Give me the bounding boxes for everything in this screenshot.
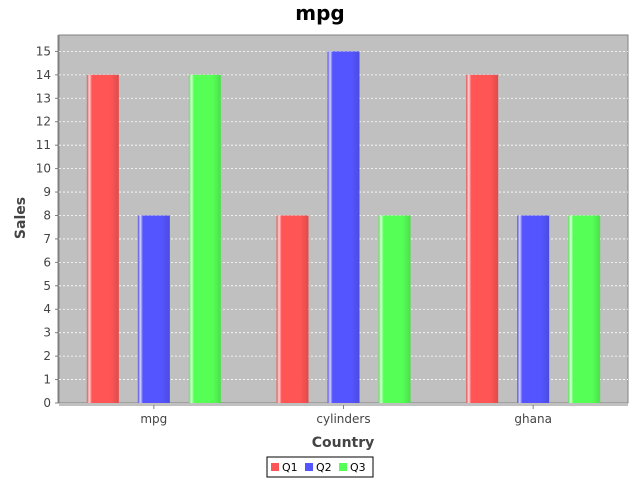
- y-tick-label: 11: [36, 138, 51, 152]
- legend-box: [266, 456, 374, 478]
- chart-title: mpg: [295, 1, 344, 25]
- y-tick-label: 6: [43, 255, 51, 269]
- y-tick-label: 7: [43, 232, 51, 246]
- x-tick-label: ghana: [514, 412, 552, 426]
- y-axis-label: Sales: [13, 197, 29, 239]
- legend-swatch-q2: [305, 463, 313, 471]
- y-tick-label: 14: [36, 68, 51, 82]
- bar-q2-ghana: [517, 215, 550, 403]
- legend-label-q1: Q1: [282, 461, 298, 474]
- x-tick-label: cylinders: [316, 412, 370, 426]
- bars: [86, 51, 601, 403]
- legend-swatch-q1: [271, 463, 279, 471]
- y-tick-label: 10: [36, 162, 51, 176]
- bar-q1-ghana: [466, 74, 499, 403]
- bar-q2-cylinders: [327, 51, 360, 403]
- bar-q3-cylinders: [378, 215, 411, 403]
- y-tick-label: 0: [43, 396, 51, 410]
- y-tick-label: 15: [36, 44, 51, 58]
- y-tick-label: 13: [36, 91, 51, 105]
- y-tick-label: 5: [43, 279, 51, 293]
- legend-label-q3: Q3: [350, 461, 366, 474]
- y-tick-label: 2: [43, 349, 51, 363]
- y-tick-label: 12: [36, 115, 51, 129]
- bar-q3-ghana: [568, 215, 601, 403]
- legend: Q1 Q2 Q3: [266, 456, 374, 478]
- x-tick-label: mpg: [140, 412, 167, 426]
- y-tick-label: 3: [43, 326, 51, 340]
- y-tick-label: 8: [43, 208, 51, 222]
- y-tick-label: 1: [43, 373, 51, 387]
- legend-swatch-q3: [339, 463, 347, 471]
- bar-q1-cylinders: [276, 215, 309, 403]
- bar-q2-mpg: [137, 215, 170, 403]
- y-tick-label: 9: [43, 185, 51, 199]
- x-axis-label: Country: [312, 435, 375, 451]
- x-ticks: mpg cylinders ghana: [140, 405, 552, 426]
- y-tick-label: 4: [43, 302, 51, 316]
- bar-q3-mpg: [188, 74, 221, 403]
- bar-q1-mpg: [86, 74, 119, 403]
- legend-label-q2: Q2: [316, 461, 332, 474]
